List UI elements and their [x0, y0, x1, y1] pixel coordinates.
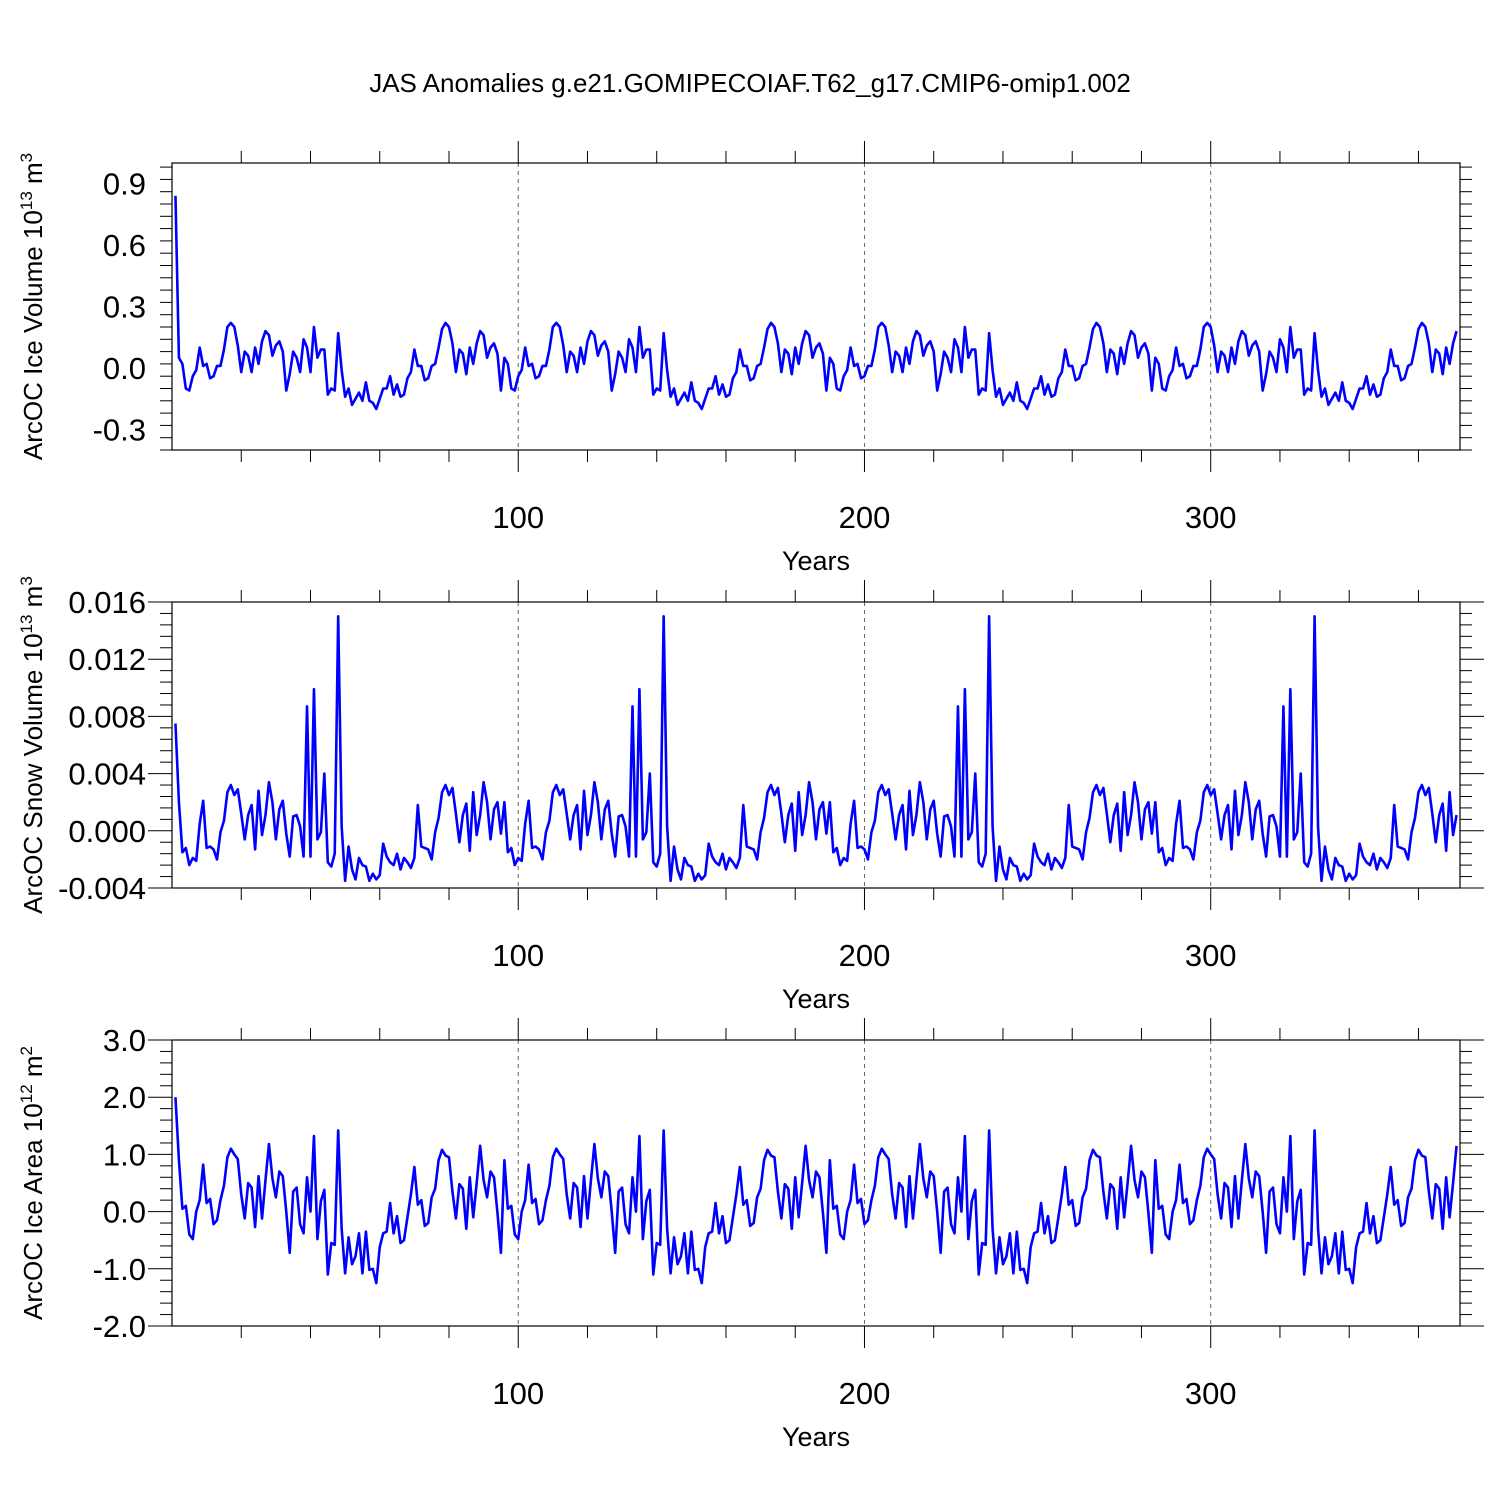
panel1-x-axis-label: Years: [782, 546, 850, 576]
panel2-y-tick-label: 0.016: [68, 585, 146, 620]
panel3-y-tick-label: 3.0: [103, 1023, 146, 1058]
panel3-y-tick-label: -2.0: [93, 1309, 146, 1344]
panel1-series-line: [174, 195, 1458, 411]
panel3-x-tick-label: 200: [839, 1376, 891, 1411]
panel2-y-tick-label: 0.012: [68, 642, 146, 677]
panel3-y-axis-label: ArcOC Ice Area 1012 m2: [17, 1046, 48, 1320]
panel2-y-tick-label: 0.008: [68, 699, 146, 734]
panel2-y-tick-label: 0.004: [68, 757, 146, 792]
panel2-plot-frame: [171, 601, 1461, 889]
panel2-x-tick-label: 300: [1185, 938, 1237, 973]
panel3-plot-frame: [171, 1039, 1461, 1327]
chart-title: JAS Anomalies g.e21.GOMIPECOIAF.T62_g17.…: [369, 68, 1131, 98]
panel2-y-tick-label: -0.004: [58, 871, 146, 906]
panel1-x-tick-label: 300: [1185, 500, 1237, 535]
panel1-x-tick-label: 100: [492, 500, 544, 535]
panel1-y-tick-label: 0.6: [103, 228, 146, 263]
panel3-y-tick-label: 1.0: [103, 1137, 146, 1172]
panel3-x-tick-label: 100: [492, 1376, 544, 1411]
panel2-x-axis-label: Years: [782, 984, 850, 1014]
panel1-y-tick-label: 0.3: [103, 290, 146, 325]
panel3-x-tick-label: 300: [1185, 1376, 1237, 1411]
panel3-y-tick-label: 0.0: [103, 1195, 146, 1230]
panel3-y-tick-label: -1.0: [93, 1252, 146, 1287]
panel2-y-axis-label: ArcOC Snow Volume 1013 m3: [17, 576, 48, 914]
panel3-series-line: [174, 1097, 1458, 1285]
panel2-x-tick-label: 100: [492, 938, 544, 973]
panel1-y-tick-label: 0.0: [103, 351, 146, 386]
panel1-y-tick-label: 0.9: [103, 167, 146, 202]
panel3-x-axis-label: Years: [782, 1422, 850, 1452]
panel2-y-tick-label: 0.000: [68, 814, 146, 849]
panel1-y-tick-label: -0.3: [93, 413, 146, 448]
panel2-series-line: [174, 615, 1458, 883]
panel3-y-tick-label: 2.0: [103, 1080, 146, 1115]
panel1-x-tick-label: 200: [839, 500, 891, 535]
panel1-y-axis-label: ArcOC Ice Volume 1013 m3: [17, 153, 48, 460]
panel1-plot-frame: [171, 162, 1461, 451]
panel2-x-tick-label: 200: [839, 938, 891, 973]
